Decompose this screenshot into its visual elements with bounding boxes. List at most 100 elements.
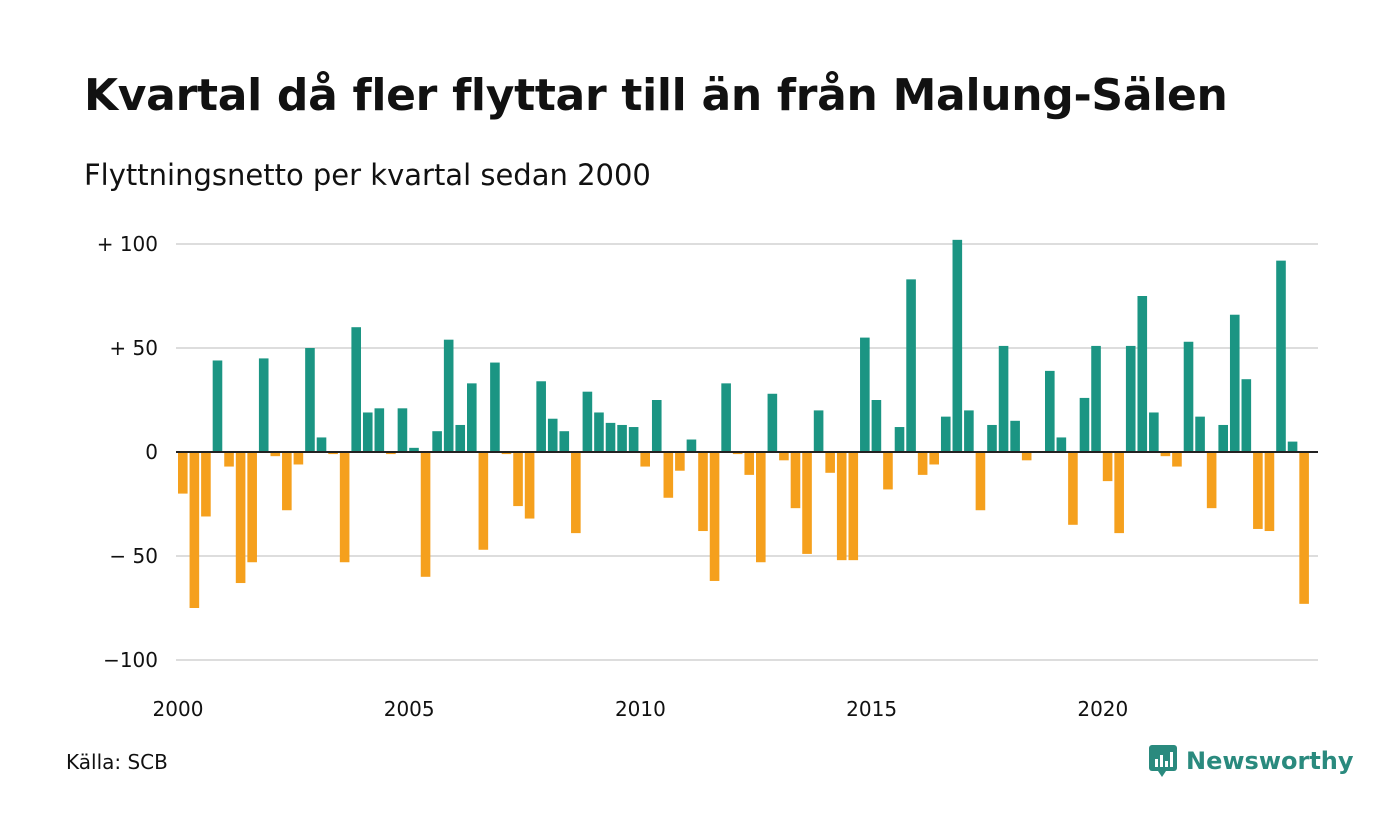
bar-positive (767, 393, 778, 452)
bar-negative (189, 452, 200, 608)
bar-positive (547, 418, 558, 452)
y-tick-label: 0 (145, 440, 158, 464)
bar-positive (212, 360, 223, 452)
bar-negative (929, 452, 939, 465)
bar-positive (686, 439, 697, 452)
bar-positive (467, 383, 477, 452)
bar-negative (779, 452, 789, 461)
bar-negative (836, 452, 847, 561)
bar-negative (420, 452, 431, 577)
bar-negative (201, 452, 211, 517)
bar-positive (1276, 260, 1286, 452)
x-tick-label: 2010 (615, 697, 666, 721)
bar-positive (871, 400, 882, 452)
bar-negative (478, 452, 489, 550)
x-tick-label: 2000 (153, 697, 204, 721)
y-tick-label: + 50 (109, 336, 158, 360)
bar-positive (1045, 370, 1055, 452)
bar-positive (998, 345, 1009, 452)
chart-title: Kvartal då fler flyttar till än från Mal… (84, 70, 1228, 121)
x-tick-label: 2020 (1077, 697, 1128, 721)
source-note: Källa: SCB (66, 750, 168, 774)
bar-positive (1125, 345, 1136, 452)
bar-negative (1206, 452, 1217, 509)
bar-negative (328, 452, 338, 455)
bar-negative (571, 452, 581, 534)
bar-positive (490, 362, 500, 452)
bar-positive (1137, 296, 1148, 452)
bar-negative (848, 452, 859, 561)
bar-positive (906, 279, 916, 452)
bar-positive (617, 424, 627, 452)
bar-negative (270, 452, 281, 457)
bar-negative (790, 452, 801, 509)
bar-positive (651, 400, 662, 452)
bar-negative (1299, 452, 1309, 604)
newsworthy-icon (1149, 745, 1177, 777)
bar-negative (744, 452, 755, 475)
bar-negative (698, 452, 708, 532)
bar-negative (732, 452, 743, 455)
bar-positive (628, 427, 639, 452)
bar-negative (975, 452, 986, 511)
bar-positive (605, 422, 616, 452)
x-tick-label: 2005 (384, 697, 435, 721)
bar-positive (409, 447, 419, 452)
bar-negative (663, 452, 674, 498)
bar-negative (178, 452, 188, 494)
bar-negative (917, 452, 928, 475)
bar-positive (559, 431, 570, 452)
bar-positive (536, 381, 546, 452)
bar-positive (455, 424, 466, 452)
bar-positive (374, 408, 385, 452)
bar-negative (1264, 452, 1275, 532)
bar-positive (813, 410, 824, 452)
bars (178, 239, 1309, 608)
bar-positive (443, 339, 454, 452)
bar-positive (362, 412, 373, 452)
bar-negative (1160, 452, 1171, 457)
bar-negative (756, 452, 766, 563)
bar-negative (224, 452, 234, 467)
bar-positive (1149, 412, 1159, 452)
bar-positive (582, 391, 593, 452)
bar-positive (894, 427, 905, 452)
brand-name: Newsworthy (1186, 747, 1354, 775)
bar-positive (1183, 341, 1194, 452)
y-tick-label: + 100 (97, 232, 158, 256)
bar-positive (964, 410, 974, 452)
bar-negative (247, 452, 257, 563)
y-tick-label: − 50 (109, 544, 158, 568)
x-tick-label: 2015 (846, 697, 897, 721)
bar-negative (675, 452, 685, 471)
bar-positive (258, 358, 269, 452)
bar-negative (1253, 452, 1263, 529)
bar-positive (351, 327, 361, 452)
bar-negative (802, 452, 812, 554)
brand-logo[interactable]: Newsworthy (1148, 744, 1354, 778)
bar-positive (721, 383, 731, 452)
bar-positive (1241, 379, 1252, 452)
bar-positive (397, 408, 408, 452)
bar-negative (825, 452, 835, 473)
bar-positive (305, 348, 315, 452)
bar-positive (432, 431, 442, 452)
bar-negative (386, 452, 396, 455)
bar-positive (1091, 345, 1101, 452)
bar-negative (501, 452, 512, 455)
y-tick-label: −100 (103, 648, 158, 672)
bar-negative (1114, 452, 1124, 534)
bar-negative (883, 452, 893, 490)
bar-negative (282, 452, 292, 511)
bar-positive (1287, 441, 1298, 452)
bar-negative (513, 452, 523, 507)
bar-positive (1079, 397, 1090, 452)
bar-negative (293, 452, 304, 465)
bar-negative (709, 452, 720, 581)
bar-negative (524, 452, 535, 519)
bar-positive (1010, 420, 1020, 452)
bar-negative (1021, 452, 1032, 461)
bar-positive (594, 412, 604, 452)
bar-positive (940, 416, 951, 452)
